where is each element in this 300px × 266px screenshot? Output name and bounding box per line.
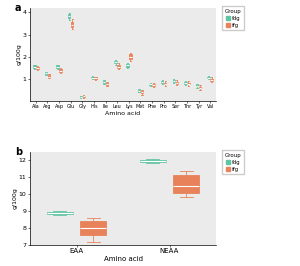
PathPatch shape bbox=[103, 81, 105, 83]
PathPatch shape bbox=[82, 96, 85, 97]
PathPatch shape bbox=[173, 175, 199, 193]
PathPatch shape bbox=[45, 73, 47, 74]
PathPatch shape bbox=[141, 91, 143, 93]
Y-axis label: g/100g: g/100g bbox=[12, 188, 17, 209]
PathPatch shape bbox=[80, 96, 82, 97]
PathPatch shape bbox=[126, 64, 129, 67]
PathPatch shape bbox=[71, 22, 74, 27]
PathPatch shape bbox=[164, 83, 166, 85]
PathPatch shape bbox=[94, 77, 97, 79]
PathPatch shape bbox=[207, 77, 210, 78]
PathPatch shape bbox=[114, 61, 117, 63]
PathPatch shape bbox=[210, 79, 213, 81]
PathPatch shape bbox=[187, 83, 190, 85]
Legend: fdg, ffg: fdg, ffg bbox=[222, 150, 244, 174]
PathPatch shape bbox=[68, 14, 70, 18]
Text: b: b bbox=[15, 147, 22, 157]
PathPatch shape bbox=[59, 69, 62, 72]
Y-axis label: g/100g: g/100g bbox=[16, 44, 21, 65]
PathPatch shape bbox=[140, 160, 166, 162]
PathPatch shape bbox=[184, 82, 187, 84]
PathPatch shape bbox=[129, 55, 132, 59]
PathPatch shape bbox=[138, 90, 140, 92]
PathPatch shape bbox=[172, 80, 175, 82]
PathPatch shape bbox=[176, 82, 178, 84]
PathPatch shape bbox=[47, 212, 73, 214]
X-axis label: Amino acid: Amino acid bbox=[103, 256, 142, 261]
PathPatch shape bbox=[48, 75, 50, 77]
PathPatch shape bbox=[161, 81, 164, 83]
Text: a: a bbox=[15, 3, 22, 13]
Legend: fdg, ffg: fdg, ffg bbox=[222, 6, 244, 31]
PathPatch shape bbox=[196, 85, 198, 86]
PathPatch shape bbox=[36, 67, 39, 69]
PathPatch shape bbox=[152, 84, 155, 86]
PathPatch shape bbox=[80, 221, 106, 235]
PathPatch shape bbox=[91, 77, 94, 78]
X-axis label: Amino acid: Amino acid bbox=[105, 111, 141, 116]
PathPatch shape bbox=[56, 65, 59, 68]
PathPatch shape bbox=[117, 65, 120, 68]
PathPatch shape bbox=[149, 84, 152, 85]
PathPatch shape bbox=[33, 65, 36, 68]
PathPatch shape bbox=[106, 83, 108, 85]
PathPatch shape bbox=[199, 87, 201, 88]
